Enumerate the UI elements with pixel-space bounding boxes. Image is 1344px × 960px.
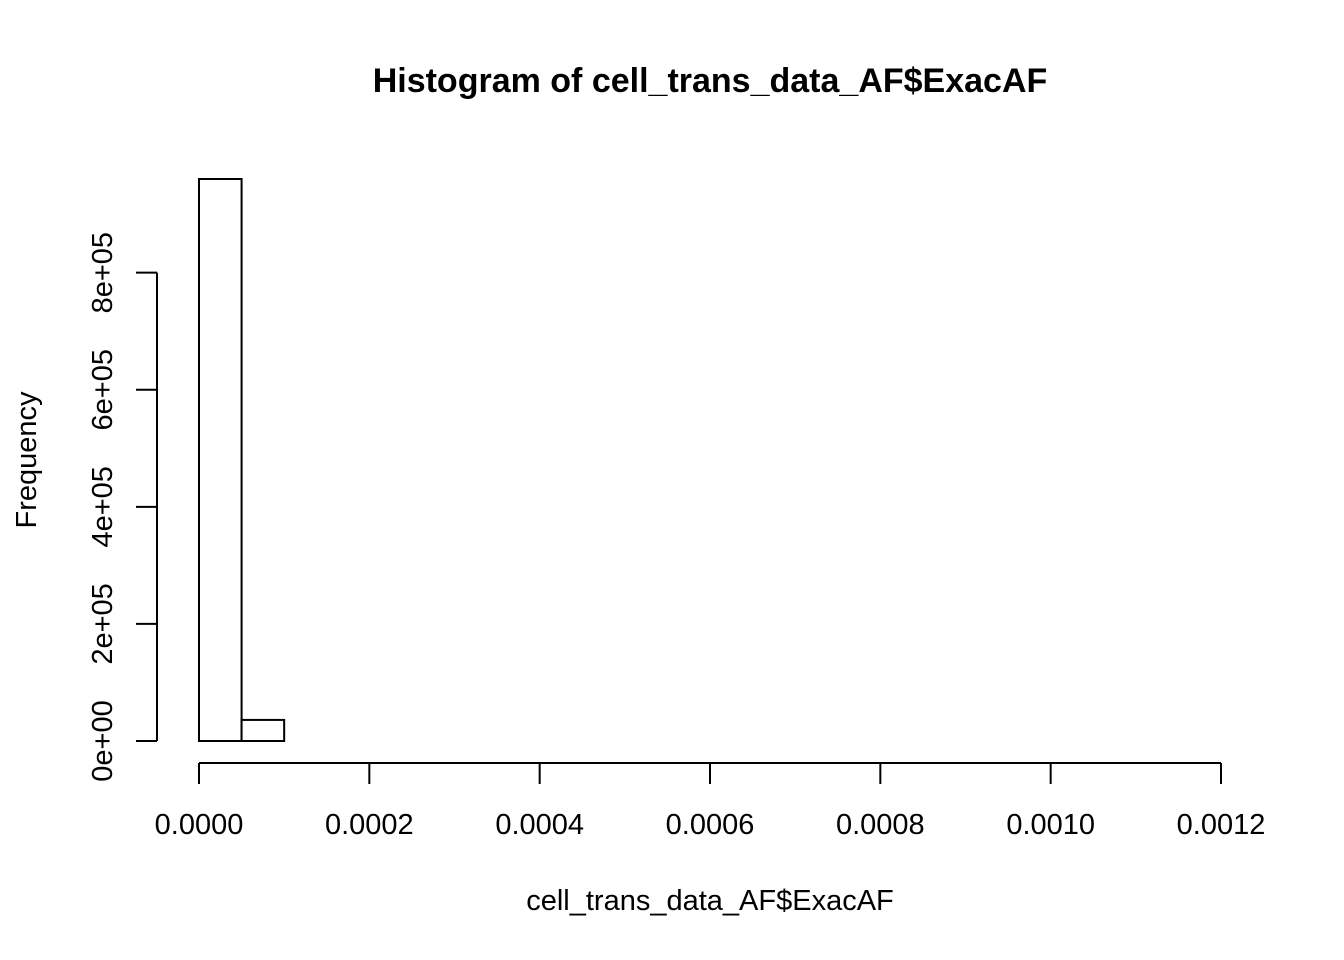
x-tick-label: 0.0012 [1177, 809, 1266, 841]
y-tick-label: 4e+05 [87, 466, 119, 547]
y-axis-ticks: 0e+00 2e+05 4e+05 6e+05 8e+05 [87, 232, 157, 782]
x-tick-label: 0.0004 [495, 809, 584, 841]
y-tick-label: 6e+05 [87, 349, 119, 430]
histogram-bar-1 [240, 718, 286, 742]
y-tick-label: 8e+05 [87, 232, 119, 313]
x-tick-label: 0.0002 [325, 809, 414, 841]
x-tick-label: 0.0000 [155, 809, 244, 841]
x-tick-label: 0.0006 [666, 809, 755, 841]
histogram-bar-0 [198, 178, 243, 742]
x-tick-label: 0.0010 [1006, 809, 1095, 841]
chart-title: Histogram of cell_trans_data_AF$ExacAF [373, 62, 1048, 100]
x-tick-label: 0.0008 [836, 809, 925, 841]
y-tick-label: 0e+00 [87, 700, 119, 781]
x-axis-ticks: 0.0000 0.0002 0.0004 0.0006 0.0008 0.0010 0.00… [155, 763, 1266, 841]
x-axis-label: cell_trans_data_AF$ExacAF [526, 885, 894, 917]
y-axis-label: Frequency [11, 391, 43, 529]
histogram-bars [198, 178, 286, 742]
y-tick-label: 2e+05 [87, 583, 119, 664]
